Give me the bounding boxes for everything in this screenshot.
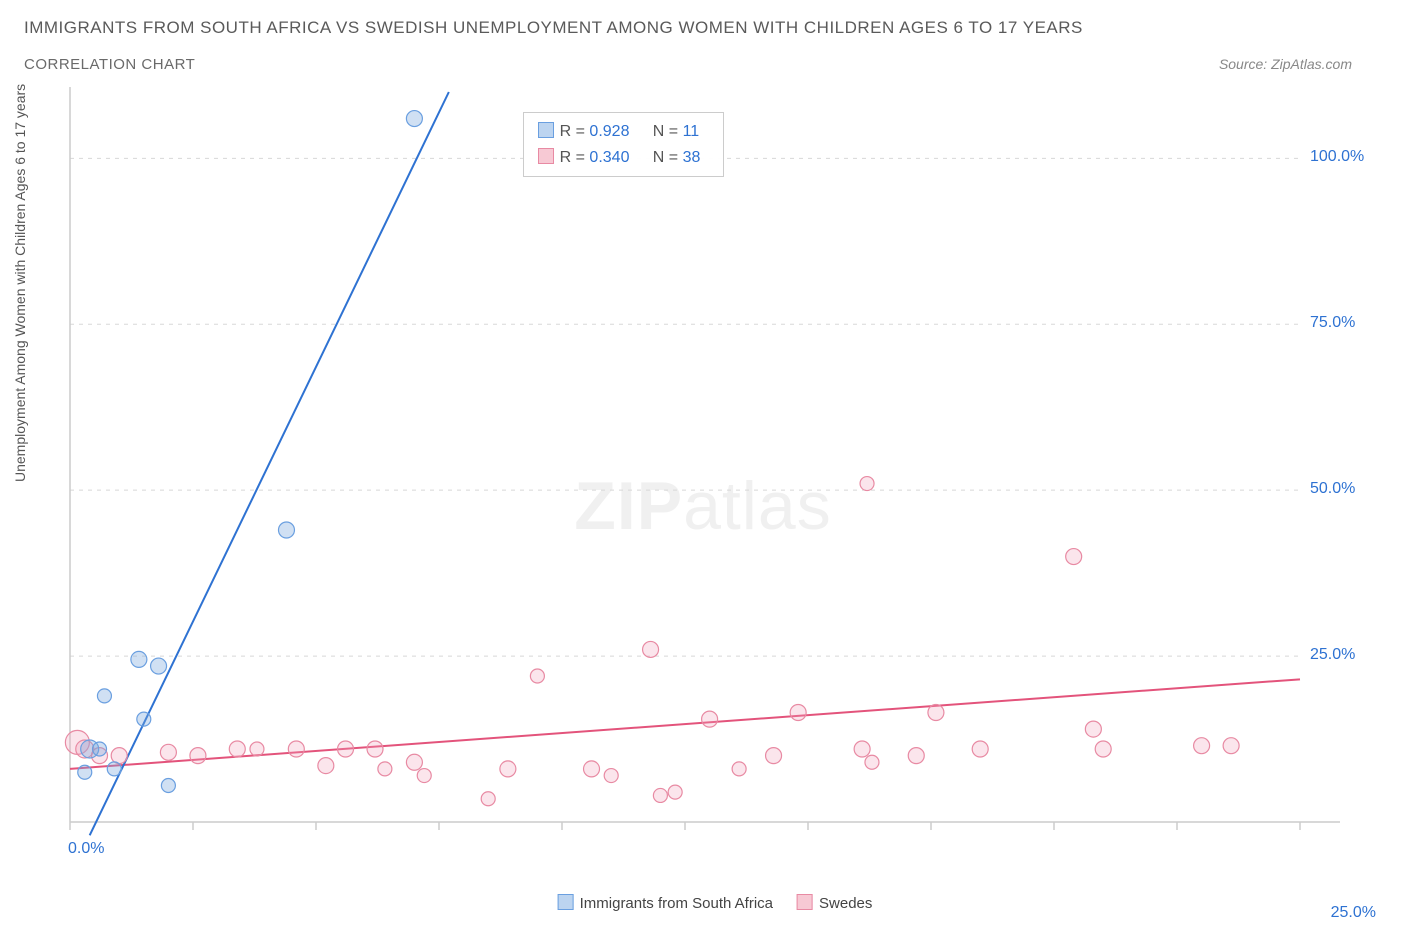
y-axis-tick-label: 25.0% [1310, 646, 1355, 664]
scatter-plot [60, 82, 1360, 882]
x-axis-max-label: 25.0% [1331, 904, 1376, 922]
legend-swatch [797, 894, 813, 910]
y-axis-tick-label: 100.0% [1310, 148, 1364, 166]
chart-header: IMMIGRANTS FROM SOUTH AFRICA VS SWEDISH … [0, 0, 1406, 73]
legend-label: Swedes [819, 895, 872, 912]
y-axis-tick-label: 50.0% [1310, 480, 1355, 498]
correlation-info-box: R = 0.928 N = 11R = 0.340 N = 38 [523, 112, 724, 177]
subtitle-row: CORRELATION CHART Source: ZipAtlas.com [24, 56, 1382, 73]
x-axis-min-label: 0.0% [68, 840, 104, 858]
legend-label: Immigrants from South Africa [580, 895, 773, 912]
n-label: N = [653, 123, 683, 140]
r-value: 0.340 [589, 145, 639, 171]
info-row: R = 0.340 N = 38 [538, 145, 709, 171]
n-value: 11 [683, 119, 709, 145]
chart-title: IMMIGRANTS FROM SOUTH AFRICA VS SWEDISH … [24, 18, 1382, 38]
series-swatch [538, 122, 554, 138]
info-row: R = 0.928 N = 11 [538, 119, 709, 145]
r-value: 0.928 [589, 119, 639, 145]
series-swatch [538, 148, 554, 164]
r-label: R = [560, 149, 590, 166]
chart-subtitle: CORRELATION CHART [24, 56, 195, 73]
n-value: 38 [683, 145, 709, 171]
y-axis-label: Unemployment Among Women with Children A… [12, 84, 28, 482]
r-label: R = [560, 123, 590, 140]
chart-area: Unemployment Among Women with Children A… [0, 82, 1406, 930]
legend-swatch [558, 894, 574, 910]
n-label: N = [653, 149, 683, 166]
source-label: Source: ZipAtlas.com [1219, 56, 1382, 72]
y-axis-tick-label: 75.0% [1310, 314, 1355, 332]
series-legend: Immigrants from South Africa Swedes [534, 894, 873, 912]
